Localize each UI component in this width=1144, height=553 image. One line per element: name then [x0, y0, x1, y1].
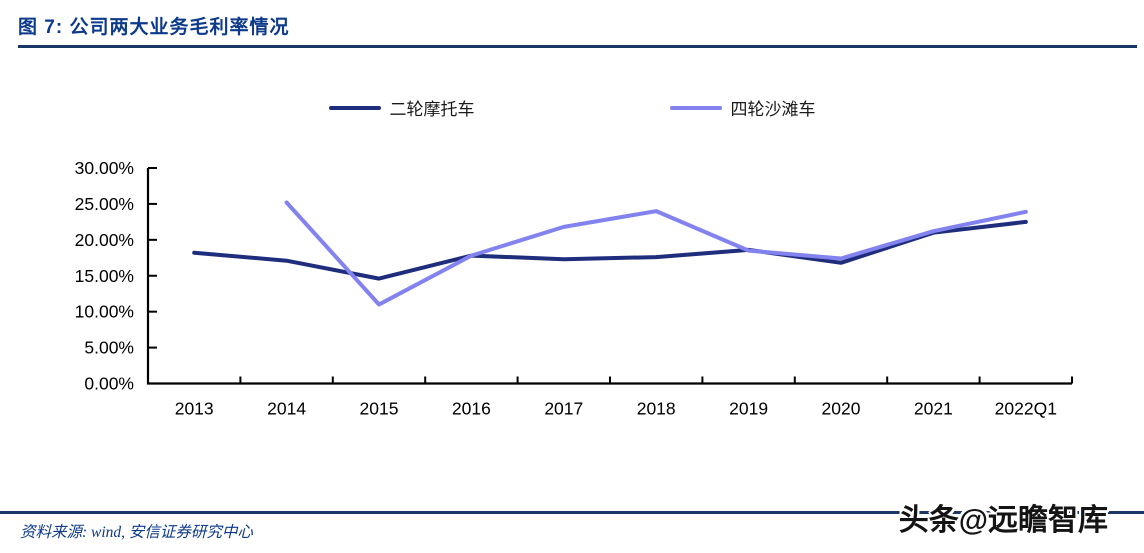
chart-legend: 二轮摩托车 四轮沙滩车	[0, 95, 1144, 120]
y-axis-label: 10.00%	[75, 302, 134, 322]
y-axis-label: 5.00%	[84, 338, 134, 358]
axis-lines	[146, 168, 1072, 385]
legend-item-series1[interactable]: 二轮摩托车	[328, 95, 475, 120]
watermark: 头条@远瞻智库	[898, 504, 1108, 537]
x-axis-label: 2019	[729, 399, 768, 419]
series2-line-swatch	[669, 105, 722, 110]
data-source-note: 资料来源: wind, 安信证券研究中心	[20, 524, 253, 541]
x-axis-label: 2018	[637, 399, 676, 419]
y-axis-label: 15.00%	[75, 266, 134, 286]
legend-item-series2[interactable]: 四轮沙滩车	[669, 95, 816, 120]
x-axis-label: 2016	[452, 399, 491, 419]
title-divider	[18, 45, 1137, 48]
x-axis-label: 2014	[267, 399, 306, 419]
x-axis-label: 2013	[175, 399, 214, 419]
series-line-2[interactable]	[284, 200, 1028, 307]
y-axis-label: 30.00%	[75, 158, 134, 178]
x-axis-label: 2017	[544, 399, 583, 419]
figure-title: 图 7: 公司两大业务毛利率情况	[18, 17, 290, 38]
legend-label-series2: 四轮沙滩车	[730, 100, 816, 119]
y-axis-label: 20.00%	[75, 230, 134, 250]
x-axis-label: 2015	[360, 399, 399, 419]
footer-divider	[0, 511, 1144, 514]
x-axis-label: 2020	[822, 399, 861, 419]
legend-label-series1: 二轮摩托车	[389, 100, 475, 119]
x-axis-label: 2021	[914, 399, 953, 419]
x-axis-label: 2022Q1	[995, 399, 1057, 419]
series-line-1[interactable]	[192, 219, 1028, 281]
line-chart-canvas[interactable]: 0.00% 5.00% 10.00% 15.00% 20.00% 25.00% 30.00%…	[0, 60, 1144, 440]
y-axis-label: 25.00%	[75, 194, 134, 214]
y-axis-label: 0.00%	[84, 374, 134, 394]
series1-line-swatch	[328, 105, 381, 110]
